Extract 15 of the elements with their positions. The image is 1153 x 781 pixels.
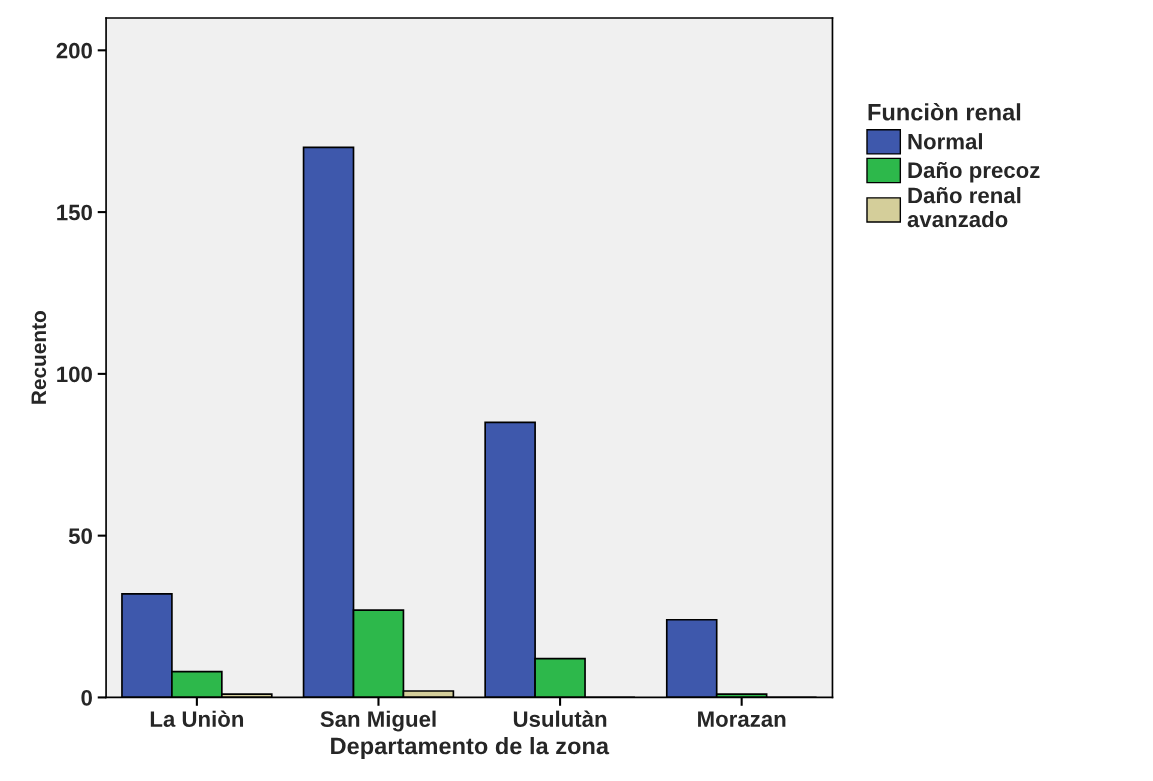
legend-title: Funciòn renal	[868, 103, 1021, 121]
y-tick-label: 200	[56, 42, 92, 59]
x-tick-label: San Miguel	[320, 710, 436, 732]
legend-label: Daño precoz	[908, 161, 1040, 183]
y-tick-label: 0	[81, 689, 92, 706]
x-tick-label: La Uniòn	[150, 710, 244, 727]
y-axis-title: Recuento	[31, 311, 47, 404]
x-tick-label: Morazan	[698, 711, 786, 727]
legend-label: Normal	[908, 133, 982, 150]
y-tick-label: 100	[57, 366, 92, 383]
y-tick-label: 50	[68, 528, 92, 544]
legend-label: Daño renal avanzado	[907, 187, 1021, 228]
y-tick-label: 150	[57, 204, 92, 221]
x-axis-title: Departamento de la zona	[331, 737, 610, 760]
x-tick-label: Usulutàn	[513, 710, 607, 727]
